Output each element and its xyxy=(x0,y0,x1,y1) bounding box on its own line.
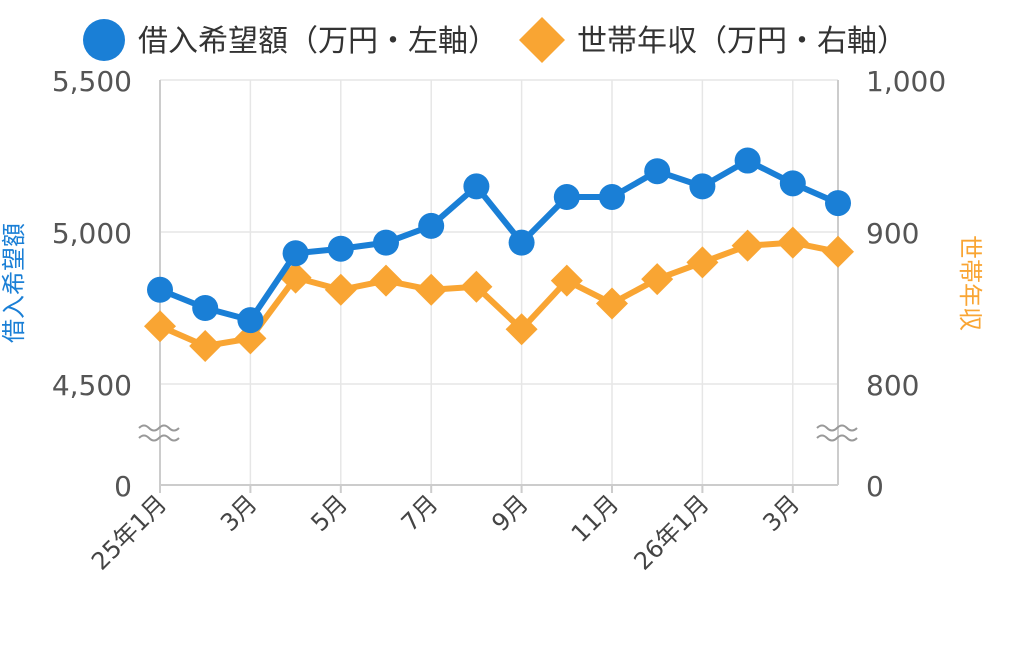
data-point xyxy=(147,276,173,303)
legend-marker-loan xyxy=(83,19,125,61)
x-axis-ticks: 25年1月 3月 5月 7月 9月 11月 26年1月 3月 xyxy=(86,485,805,576)
x-tick-label: 7月 xyxy=(396,489,444,537)
data-point xyxy=(686,246,719,279)
right-axis-ticks: 1,000 900 800 0 xyxy=(866,65,946,503)
data-point xyxy=(550,264,583,297)
left-axis-ticks: 5,500 5,000 4,500 0 xyxy=(52,65,132,503)
data-point xyxy=(189,330,222,362)
data-point xyxy=(324,273,357,306)
data-point xyxy=(373,229,399,256)
data-point xyxy=(418,212,445,239)
right-tick-label: 800 xyxy=(866,369,919,402)
data-point xyxy=(734,147,761,174)
legend-label-income: 世帯年収（万円・右軸） xyxy=(577,24,907,59)
data-point xyxy=(731,229,764,262)
series-income xyxy=(144,226,854,362)
right-axis-title: 世帯年収 xyxy=(956,235,984,331)
data-point xyxy=(776,226,809,259)
data-point xyxy=(553,184,580,211)
right-tick-label: 900 xyxy=(866,217,919,250)
x-tick-label: 3月 xyxy=(215,489,263,537)
left-tick-label: 5,000 xyxy=(52,217,132,250)
data-point xyxy=(599,184,625,211)
data-point xyxy=(463,173,490,200)
legend: 借入希望額（万円・左軸） 世帯年収（万円・右軸） xyxy=(83,17,907,63)
left-tick-label: 4,500 xyxy=(52,369,132,402)
right-tick-label: 0 xyxy=(866,470,884,503)
right-tick-label: 1,000 xyxy=(866,65,946,98)
x-tick-label: 5月 xyxy=(305,489,353,537)
series-loan xyxy=(147,147,851,334)
data-point xyxy=(641,263,674,296)
data-point xyxy=(779,170,806,197)
data-point xyxy=(508,229,535,256)
grid xyxy=(159,79,839,486)
left-tick-label: 0 xyxy=(114,470,132,503)
data-point xyxy=(822,235,854,268)
data-point xyxy=(415,273,448,306)
data-point xyxy=(644,158,671,185)
left-axis-title: 借入希望額 xyxy=(0,223,28,343)
legend-label-loan: 借入希望額（万円・左軸） xyxy=(138,24,498,59)
data-point xyxy=(370,264,402,297)
data-point xyxy=(327,235,354,262)
legend-marker-income xyxy=(519,17,565,63)
right-axis-break-mark xyxy=(816,424,858,442)
data-point xyxy=(689,173,716,200)
data-point xyxy=(237,307,264,334)
data-point xyxy=(460,270,493,303)
data-point xyxy=(144,310,176,343)
data-point xyxy=(505,313,538,346)
x-tick-label: 11月 xyxy=(566,489,624,547)
x-tick-label: 3月 xyxy=(757,489,805,537)
data-point xyxy=(192,295,219,321)
left-tick-label: 5,500 xyxy=(52,65,132,98)
series-line xyxy=(158,157,840,324)
x-tick-label: 9月 xyxy=(486,489,534,537)
left-axis-break-mark xyxy=(138,424,180,442)
data-point xyxy=(596,287,628,320)
data-point xyxy=(825,190,851,217)
data-point xyxy=(282,240,309,267)
x-tick-label: 26年1月 xyxy=(629,489,715,575)
series-line xyxy=(158,239,839,349)
